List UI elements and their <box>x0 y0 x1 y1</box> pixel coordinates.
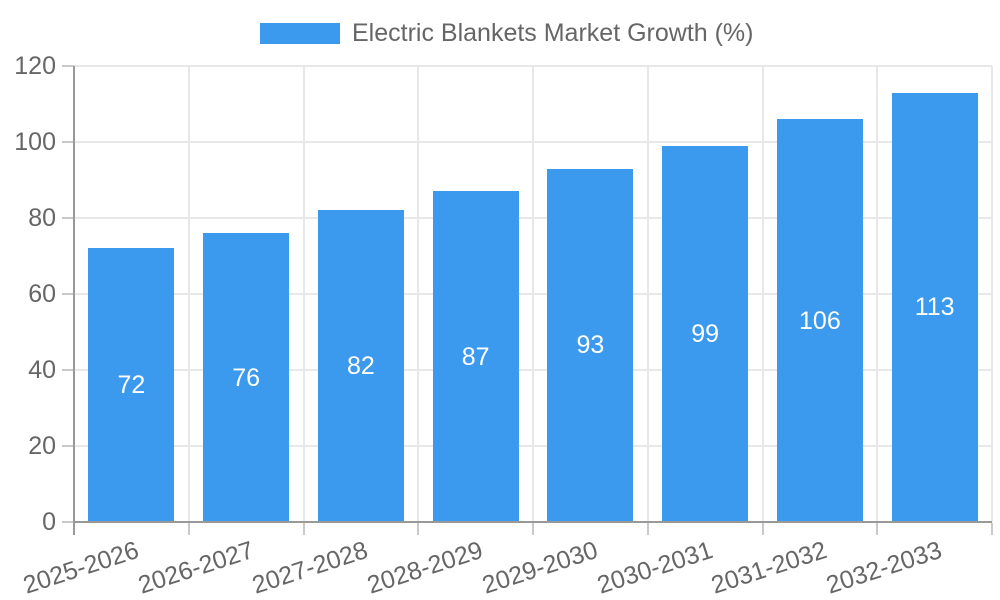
y-tick-mark <box>62 369 74 371</box>
x-tick-mark <box>761 523 764 535</box>
y-tick-mark <box>62 65 74 67</box>
x-axis-tick-label: 2030-2031 <box>593 536 716 600</box>
x-tick-mark <box>302 523 305 535</box>
y-axis-tick-label: 40 <box>28 356 56 384</box>
y-tick-mark <box>62 445 74 447</box>
x-gridline <box>876 66 879 522</box>
x-gridline <box>187 66 190 522</box>
bar[interactable] <box>547 168 634 522</box>
x-axis-line <box>74 521 992 523</box>
x-axis-tick-label: 2028-2029 <box>363 536 487 600</box>
x-axis-tick-label: 2029-2030 <box>478 536 602 600</box>
x-axis-tick-label: 2025-2026 <box>19 536 143 600</box>
x-tick-mark <box>646 523 649 535</box>
y-axis-tick-label: 60 <box>28 280 56 308</box>
bar[interactable] <box>776 119 863 522</box>
bar[interactable] <box>891 92 978 522</box>
x-tick-mark <box>187 523 190 535</box>
bar[interactable] <box>88 248 175 522</box>
bar[interactable] <box>203 233 290 522</box>
legend-swatch <box>260 23 340 44</box>
legend-label: Electric Blankets Market Growth (%) <box>352 19 754 47</box>
y-axis-tick-label: 80 <box>28 204 56 232</box>
legend-item[interactable]: Electric Blankets Market Growth (%) <box>260 19 754 48</box>
x-tick-mark <box>532 523 534 535</box>
y-axis-tick-label: 20 <box>28 432 56 460</box>
x-gridline <box>302 66 305 522</box>
x-tick-mark <box>991 523 993 535</box>
y-tick-mark <box>62 141 74 143</box>
x-gridline <box>532 66 534 522</box>
x-tick-mark <box>417 523 420 535</box>
y-tick-mark <box>62 293 74 295</box>
x-gridline <box>991 66 993 522</box>
y-tick-mark <box>62 521 74 523</box>
y-axis-line <box>73 66 75 535</box>
bar[interactable] <box>662 145 749 522</box>
x-axis-tick-label: 2027-2028 <box>249 536 372 600</box>
y-axis-tick-label: 120 <box>14 52 56 80</box>
x-axis-tick-label: 2032-2033 <box>822 536 946 600</box>
bar[interactable] <box>432 191 519 522</box>
x-gridline <box>761 66 764 522</box>
x-axis-tick-label: 2031-2032 <box>708 536 831 600</box>
y-tick-mark <box>62 217 74 219</box>
x-axis-tick-label: 2026-2027 <box>134 536 257 600</box>
bar[interactable] <box>317 210 404 522</box>
x-gridline <box>646 66 649 522</box>
x-gridline <box>417 66 420 522</box>
x-tick-mark <box>876 523 879 535</box>
y-axis-tick-label: 0 <box>42 508 56 536</box>
y-axis-tick-label: 100 <box>14 128 56 156</box>
